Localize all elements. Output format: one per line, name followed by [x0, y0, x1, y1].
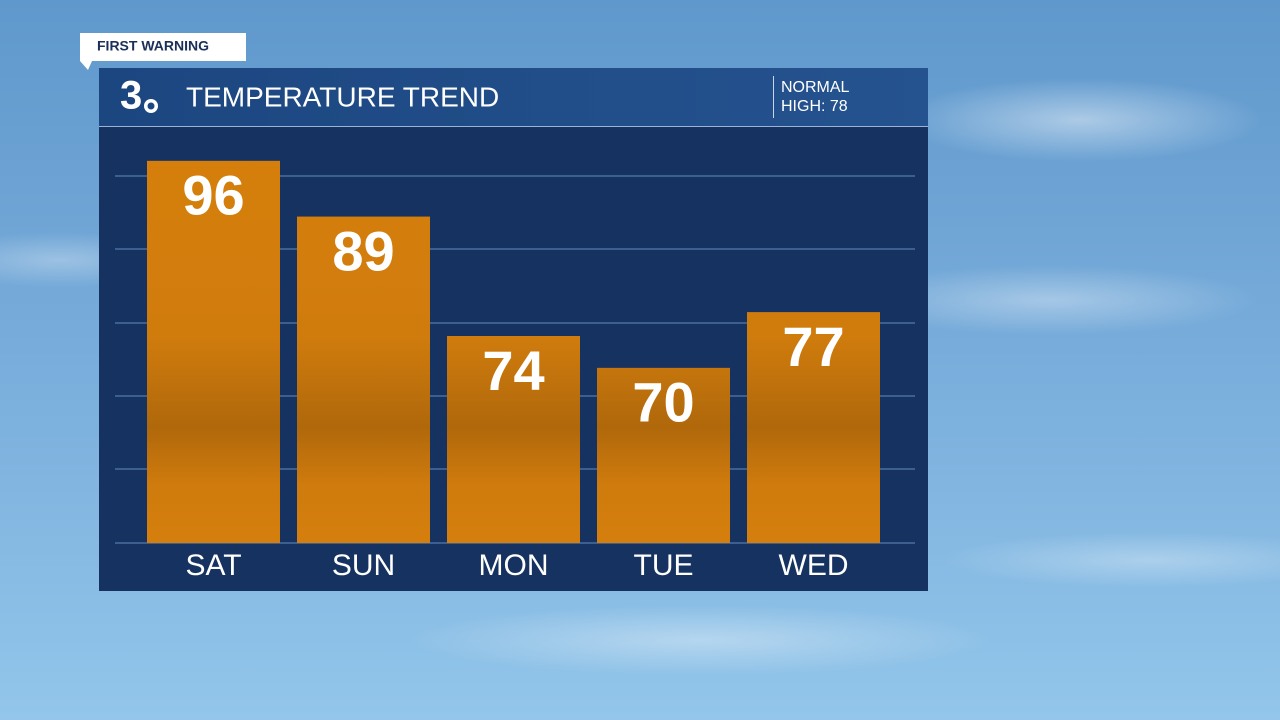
bar: [447, 336, 580, 543]
bar-value-label: 77: [782, 315, 844, 378]
bar-value-label: 70: [632, 371, 694, 434]
bar: [147, 160, 280, 543]
x-tick-label: WED: [779, 549, 849, 582]
logo: 3: [120, 74, 142, 118]
header-bar: [99, 68, 928, 126]
bar: [747, 312, 880, 543]
normal-label: NORMAL: [781, 79, 850, 96]
bar-value-label: 89: [332, 219, 394, 282]
normal-high-label: HIGH: 78: [781, 98, 848, 115]
bar: [597, 367, 730, 543]
x-tick-label: MON: [479, 549, 549, 582]
x-tick-label: SAT: [185, 549, 241, 582]
bar-value-label: 74: [482, 339, 544, 402]
x-tick-label: TUE: [634, 549, 694, 582]
bar: [297, 216, 430, 544]
logo-eye-pupil: [147, 102, 155, 110]
x-tick-label: SUN: [332, 549, 395, 582]
chart-title: TEMPERATURE TREND: [186, 81, 499, 112]
bar-value-label: 96: [182, 164, 244, 227]
badge-box: [80, 33, 246, 70]
badge-text: FIRST WARNING: [97, 38, 209, 54]
